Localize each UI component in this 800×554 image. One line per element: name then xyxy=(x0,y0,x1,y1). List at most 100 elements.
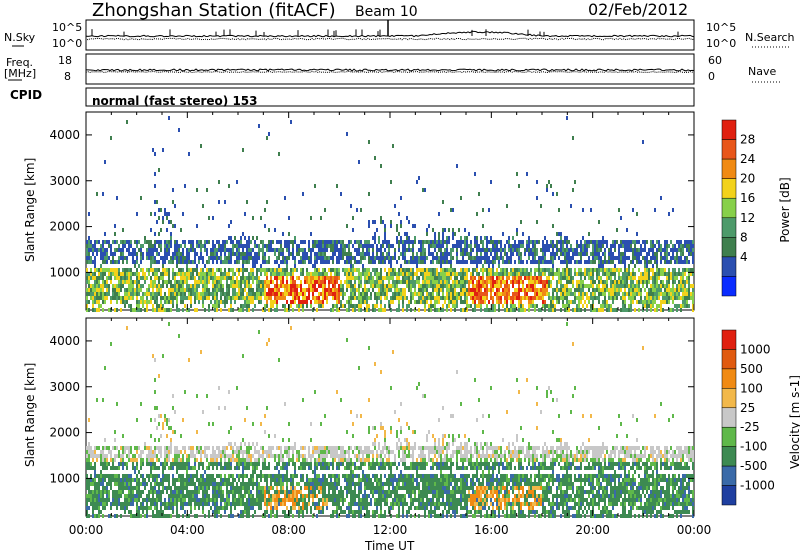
velocity-cell xyxy=(170,446,172,450)
velocity-cell xyxy=(120,506,122,510)
velocity-cell xyxy=(174,502,176,506)
power-cell xyxy=(474,240,476,244)
power-cell xyxy=(162,264,164,268)
power-cell xyxy=(346,256,348,260)
power-cell xyxy=(690,296,692,300)
power-cell xyxy=(256,276,258,280)
power-cell xyxy=(136,292,138,296)
power-cell xyxy=(284,288,286,292)
velocity-cell xyxy=(166,434,168,438)
power-cell xyxy=(618,288,620,292)
power-cell xyxy=(686,256,688,260)
power-cell xyxy=(684,292,686,296)
power-cell xyxy=(348,284,350,288)
power-cell xyxy=(352,272,354,276)
power-cell xyxy=(360,252,362,256)
power-cell xyxy=(684,240,686,244)
power-cell xyxy=(472,296,474,300)
power-cell xyxy=(334,268,336,272)
velocity-cell xyxy=(206,446,208,450)
power-cell xyxy=(268,296,270,300)
power-cell xyxy=(586,240,588,244)
velocity-cell xyxy=(124,510,126,514)
power-cell xyxy=(388,268,390,272)
power-cell xyxy=(634,252,636,256)
power-cell xyxy=(658,276,660,280)
power-cell xyxy=(294,260,296,264)
power-cell xyxy=(296,248,298,252)
velocity-cell xyxy=(106,474,108,478)
power-cell xyxy=(654,296,656,300)
power-cell xyxy=(394,288,396,292)
power-cell xyxy=(318,300,320,304)
power-cell xyxy=(242,252,244,256)
power-cell xyxy=(494,280,496,284)
power-cell xyxy=(204,248,206,252)
power-cell xyxy=(392,300,394,304)
velocity-cell xyxy=(140,458,142,462)
velocity-cell xyxy=(156,426,158,430)
power-cell xyxy=(652,240,654,244)
power-cell xyxy=(252,280,254,284)
power-cell xyxy=(178,280,180,284)
power-cell xyxy=(116,300,118,304)
velocity-cell xyxy=(170,486,172,490)
power-cell xyxy=(414,240,416,244)
velocity-cell xyxy=(196,502,198,506)
power-cell xyxy=(318,280,320,284)
power-cell xyxy=(226,280,228,284)
power-cell xyxy=(392,144,394,148)
velocity-cell xyxy=(164,486,166,490)
power-cell xyxy=(584,268,586,272)
power-cell xyxy=(156,220,158,224)
power-cell xyxy=(442,280,444,284)
power-cell xyxy=(462,268,464,272)
power-cell xyxy=(222,276,224,280)
velocity-cell xyxy=(190,454,192,458)
velocity-cell xyxy=(188,462,190,466)
power-cell xyxy=(628,296,630,300)
power-cell xyxy=(100,248,102,252)
power-cell xyxy=(486,256,488,260)
power-cell xyxy=(492,280,494,284)
power-cell xyxy=(412,296,414,300)
velocity-cell xyxy=(134,514,136,518)
power-cell xyxy=(212,268,214,272)
velocity-cell xyxy=(100,470,102,474)
power-cell xyxy=(464,284,466,288)
velocity-cell xyxy=(114,490,116,494)
power-cell xyxy=(130,288,132,292)
power-cell xyxy=(528,288,530,292)
power-cell xyxy=(650,292,652,296)
power-cell xyxy=(312,244,314,248)
power-cell xyxy=(298,284,300,288)
power-cell xyxy=(452,248,454,252)
power-cell xyxy=(544,292,546,296)
power-cell xyxy=(624,280,626,284)
power-cell xyxy=(446,240,448,244)
power-cell xyxy=(396,296,398,300)
velocity-cell xyxy=(88,494,90,498)
power-cell xyxy=(642,300,644,304)
power-cell xyxy=(460,288,462,292)
power-cell xyxy=(142,252,144,256)
power-cell xyxy=(118,256,120,260)
power-cell xyxy=(182,296,184,300)
power-cell xyxy=(406,296,408,300)
power-cell xyxy=(314,184,316,188)
power-cell xyxy=(612,260,614,264)
power-cell xyxy=(424,304,426,308)
power-cell xyxy=(404,244,406,248)
power-cell xyxy=(674,288,676,292)
power-cell xyxy=(646,256,648,260)
power-cell xyxy=(614,296,616,300)
power-cell xyxy=(230,300,232,304)
power-cell xyxy=(490,252,492,256)
power-cell xyxy=(418,288,420,292)
velocity-cell xyxy=(194,498,196,502)
power-cell xyxy=(266,248,268,252)
power-cell xyxy=(462,256,464,260)
power-cell xyxy=(466,296,468,300)
power-cell xyxy=(322,244,324,248)
power-cell xyxy=(444,240,446,244)
